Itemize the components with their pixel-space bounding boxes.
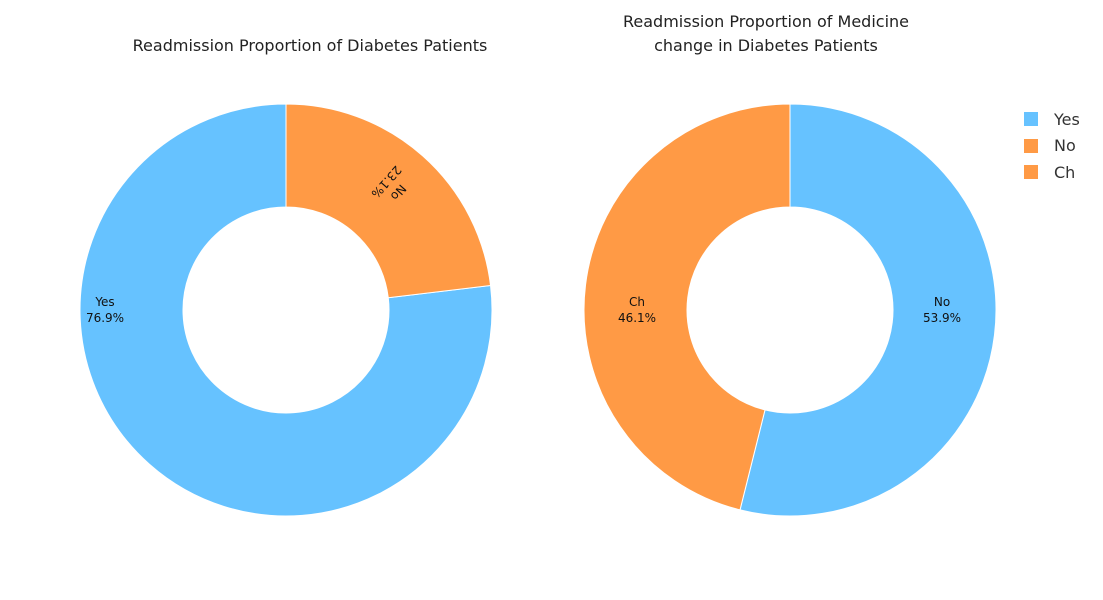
svg-text:Ch: Ch [629, 295, 645, 309]
donut-2-slice-no[interactable] [739, 103, 997, 517]
legend-swatch-no [1024, 138, 1038, 153]
legend-swatch-ch [1024, 165, 1038, 180]
chart-title-line-1: Readmission Proportion of Medicine [623, 12, 909, 31]
legend-item-no[interactable]: No [1024, 133, 1080, 160]
legend-label-ch: Ch [1054, 162, 1076, 182]
svg-text:No: No [934, 295, 950, 309]
legend-label-yes: Yes [1054, 109, 1080, 129]
svg-text:46.1%: 46.1% [618, 311, 656, 325]
donut-2-slice-ch[interactable] [583, 103, 791, 511]
donut-1-label-yes: Yes 76.9% [86, 295, 124, 325]
donut-1-slice-no[interactable] [285, 103, 492, 299]
legend-item-ch[interactable]: Ch [1024, 159, 1080, 186]
chart-title-readmission: Readmission Proportion of Diabetes Patie… [132, 36, 488, 55]
donut-2-label-ch: Ch 46.1% [618, 295, 656, 325]
donut-2-label-no: No 53.9% [923, 295, 961, 325]
legend-label-no: No [1054, 136, 1076, 156]
svg-text:53.9%: 53.9% [923, 311, 961, 325]
legend: Yes No Ch [1024, 106, 1080, 186]
svg-text:76.9%: 76.9% [86, 311, 124, 325]
legend-swatch-yes [1024, 112, 1038, 127]
donut-1-slice-yes[interactable] [79, 103, 493, 517]
legend-item-yes[interactable]: Yes [1024, 106, 1080, 133]
chart-title-medicine-change: Readmission Proportion of Medicine chang… [566, 10, 966, 58]
svg-text:Yes: Yes [94, 295, 114, 309]
chart-title-line-2: change in Diabetes Patients [654, 36, 878, 55]
